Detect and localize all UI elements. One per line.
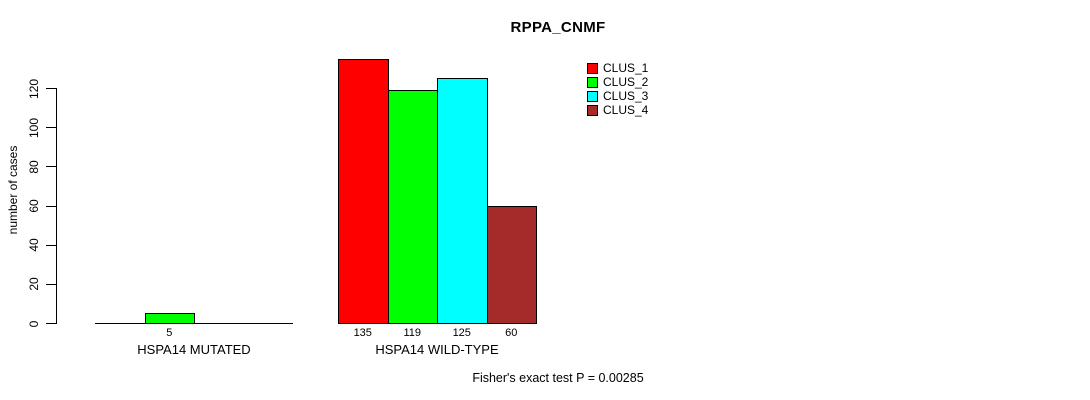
y-tick-label: 80 (27, 160, 41, 174)
legend-color-swatch (587, 104, 598, 116)
y-axis-tick (46, 323, 56, 324)
y-tick-label: 20 (27, 277, 41, 292)
legend-label: CLUS_3 (603, 89, 649, 103)
legend-item: CLUS_1 (587, 61, 648, 75)
bar-clus_2 (144, 313, 195, 324)
y-axis-tick (46, 166, 56, 168)
legend-color-swatch (587, 76, 598, 88)
bar-clus_3 (437, 78, 488, 324)
y-tick-label: 60 (27, 199, 41, 213)
bar-value-label: 60 (505, 327, 518, 339)
y-tick-label: 100 (27, 117, 41, 138)
legend-label: CLUS_4 (603, 103, 649, 117)
y-tick-label: 0 (27, 320, 41, 327)
bar-value-label: 125 (452, 327, 471, 339)
y-tick-label: 40 (27, 238, 41, 252)
legend-item: CLUS_4 (587, 103, 648, 117)
y-axis-tick (46, 283, 56, 285)
chart-title: RPPA_CNMF (510, 19, 606, 36)
legend-label: CLUS_2 (603, 75, 649, 89)
bar-clus_2 (387, 89, 438, 324)
y-axis-tick (46, 127, 56, 129)
y-axis-tick (46, 205, 56, 207)
legend-color-swatch (587, 90, 598, 102)
category-label: HSPA14 WILD-TYPE (375, 342, 499, 357)
bar-clus_1 (338, 58, 389, 324)
bar-value-label: 5 (166, 327, 173, 339)
legend-label: CLUS_1 (603, 61, 649, 75)
bar-value-label: 135 (353, 327, 372, 339)
y-axis-line (56, 88, 57, 324)
y-axis-tick (46, 244, 56, 246)
legend-item: CLUS_3 (587, 89, 648, 103)
fisher-test-caption: Fisher's exact test P = 0.00285 (472, 371, 644, 385)
y-tick-label: 120 (27, 78, 41, 99)
bar-clus_4 (486, 205, 537, 324)
bar-value-label: 119 (403, 327, 422, 339)
legend-item: CLUS_2 (587, 75, 648, 89)
category-label: HSPA14 MUTATED (137, 342, 251, 357)
y-axis-tick (46, 88, 56, 89)
legend-color-swatch (587, 62, 598, 74)
legend: CLUS_1 CLUS_2 CLUS_3 CLUS_4 (587, 61, 648, 117)
